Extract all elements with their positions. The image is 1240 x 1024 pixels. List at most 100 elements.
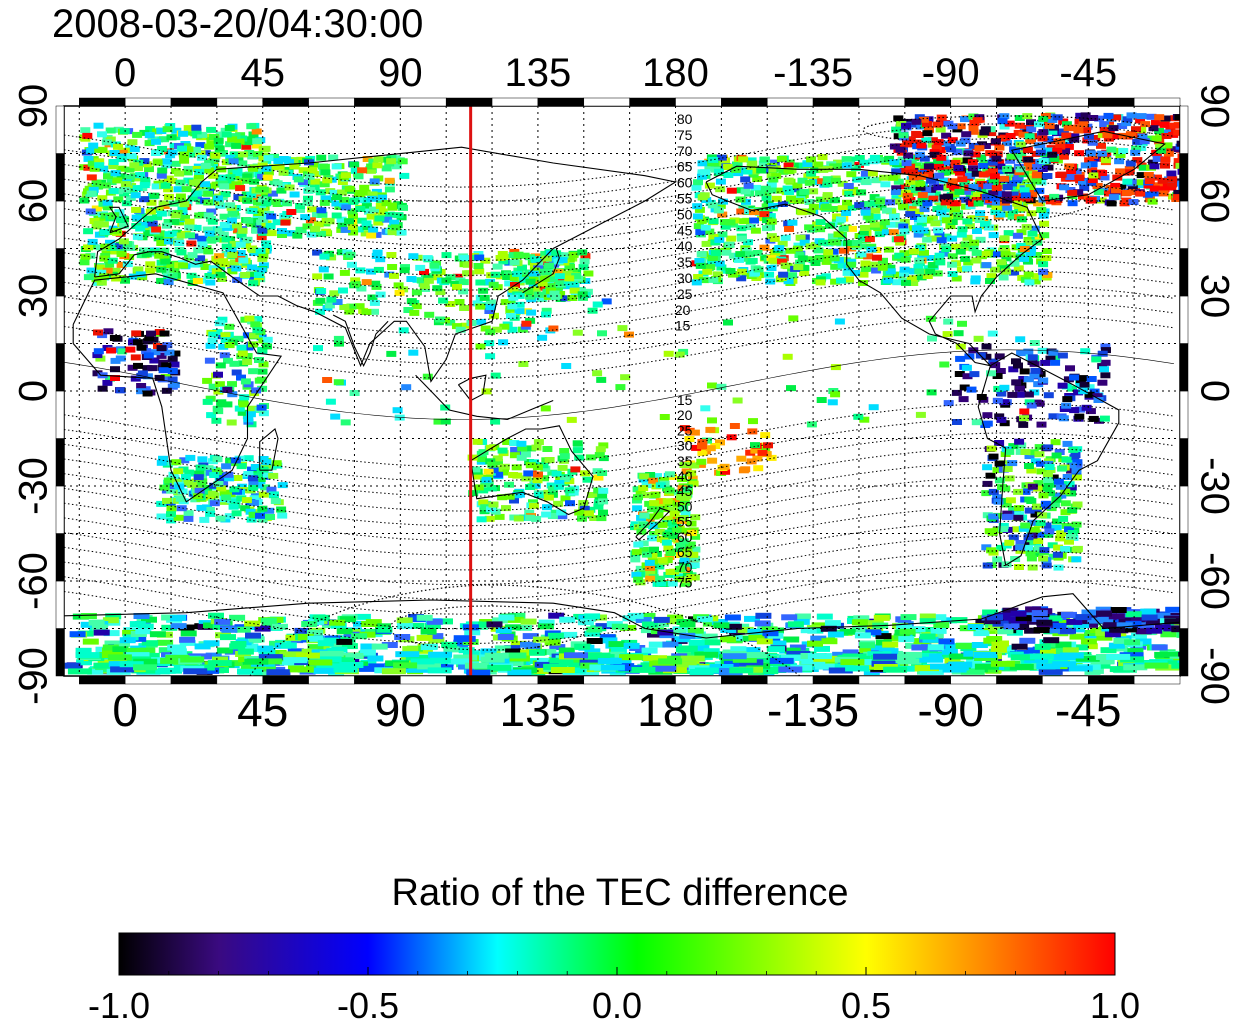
tec-cell <box>766 187 777 194</box>
tec-cell <box>215 271 226 278</box>
tec-cell <box>1004 448 1015 455</box>
tec-cell <box>262 343 272 350</box>
tec-cell <box>943 120 954 127</box>
tec-cell <box>564 487 575 494</box>
tec-cell <box>307 629 323 636</box>
tec-cell <box>408 622 425 629</box>
tec-cell <box>150 349 161 356</box>
tec-cell <box>129 621 146 628</box>
tec-cell <box>251 387 262 394</box>
tec-cell <box>154 374 165 381</box>
tec-cell <box>804 256 815 263</box>
tec-cell <box>1039 648 1056 655</box>
tec-cell <box>876 204 887 211</box>
tec-cell <box>938 638 955 645</box>
tec-cell <box>648 477 659 484</box>
tec-cell <box>970 278 981 285</box>
tec-cell <box>1059 406 1070 412</box>
tec-cell <box>736 208 747 215</box>
tec-cell <box>361 202 372 209</box>
tec-cell <box>258 361 269 368</box>
tec-cell <box>1003 623 1020 630</box>
tec-cell <box>256 205 267 212</box>
tec-cell <box>580 253 591 260</box>
tec-cell <box>963 259 974 266</box>
tec-cell <box>905 136 916 143</box>
tec-cell <box>594 452 605 458</box>
tec-cell <box>312 249 323 256</box>
tec-cell <box>91 179 102 186</box>
tec-cell <box>932 206 943 212</box>
tec-cell <box>502 439 513 445</box>
tec-cell <box>672 527 683 534</box>
tec-cell <box>106 347 117 354</box>
tec-cell <box>185 454 196 461</box>
tec-cell <box>817 178 828 185</box>
tec-cell <box>1014 438 1025 445</box>
tec-cell <box>898 132 909 139</box>
tec-cell <box>355 206 366 212</box>
tec-cell <box>218 150 228 157</box>
tec-cell <box>741 247 752 254</box>
tec-cell <box>584 630 601 637</box>
tec-cell <box>1029 526 1040 533</box>
tec-cell <box>1052 114 1063 121</box>
tec-cell <box>197 235 208 242</box>
tec-cell <box>939 206 950 213</box>
tec-cell <box>994 353 1005 360</box>
tec-cell <box>839 247 849 254</box>
tec-cell <box>145 126 156 133</box>
tec-cell <box>270 650 287 656</box>
tec-cell <box>304 159 314 166</box>
tec-cell <box>347 208 358 215</box>
tec-cell <box>161 614 178 621</box>
tec-cell <box>267 190 278 197</box>
tec-cell <box>983 183 994 190</box>
tec-cell <box>635 565 646 572</box>
tec-cell <box>152 159 163 166</box>
tec-cell <box>1008 209 1019 216</box>
tec-cell <box>1055 641 1072 648</box>
tec-cell <box>174 170 185 177</box>
tec-cell <box>130 375 141 382</box>
tec-cell <box>1130 632 1147 639</box>
tec-cell <box>213 667 229 673</box>
tec-cell <box>265 514 275 520</box>
tec-cell <box>315 308 325 315</box>
tec-cell <box>254 332 265 339</box>
tec-cell <box>998 274 1009 281</box>
tec-cell <box>869 194 880 201</box>
tec-cell <box>208 172 219 179</box>
tec-cell <box>142 640 159 647</box>
tec-cell <box>662 498 673 505</box>
tec-cell <box>1033 485 1044 492</box>
tec-cell <box>200 181 211 188</box>
tec-cell <box>1088 115 1099 121</box>
tec-cell <box>547 485 558 492</box>
tec-cell <box>947 261 958 268</box>
tec-cell <box>169 381 180 388</box>
tec-cell <box>833 159 843 166</box>
tec-cell <box>854 161 864 168</box>
tec-cell <box>167 376 178 383</box>
tec-cell <box>1024 463 1034 469</box>
tec-cell <box>720 468 731 475</box>
tec-cell <box>247 405 258 412</box>
tec-cell <box>649 500 660 507</box>
tec-cell <box>982 167 993 174</box>
tec-cell <box>331 200 342 207</box>
tec-cell <box>925 268 936 275</box>
tec-cell <box>1087 177 1098 183</box>
tec-cell <box>458 279 469 286</box>
tec-cell <box>859 201 870 207</box>
tec-cell <box>957 158 968 165</box>
tec-cell <box>261 459 272 466</box>
tec-cell <box>940 643 957 650</box>
tec-cell <box>175 495 186 502</box>
tec-cell <box>1154 128 1165 134</box>
tec-cell <box>229 240 240 247</box>
tec-cell <box>1040 500 1051 507</box>
tec-cell <box>224 342 235 349</box>
tec-cell <box>530 267 541 274</box>
tec-cell <box>708 276 719 283</box>
